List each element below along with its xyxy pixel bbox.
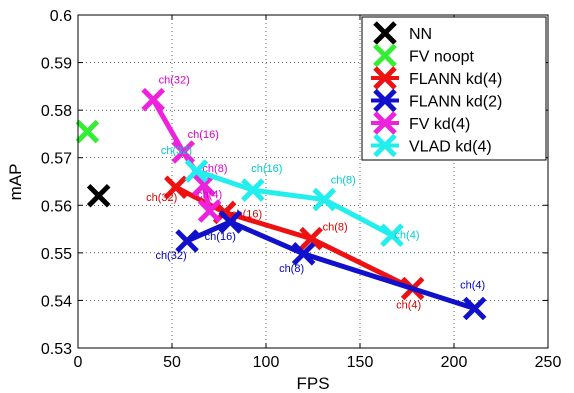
x-tick-label: 150 <box>347 354 374 371</box>
y-tick-label: 0.56 <box>41 198 72 215</box>
data-point-label: ch(8) <box>331 175 356 187</box>
legend-label: FLANN kd(4) <box>409 71 502 88</box>
legend-label: VLAD kd(4) <box>409 139 492 156</box>
y-tick-label: 0.55 <box>41 246 72 263</box>
y-tick-label: 0.58 <box>41 103 72 120</box>
data-point-label: ch(8) <box>279 263 304 275</box>
data-point-marker <box>218 210 243 234</box>
legend-label: FV kd(4) <box>409 116 470 133</box>
series-fv-noopt <box>75 119 100 144</box>
series-nn <box>86 184 111 208</box>
data-point-label: ch(32) <box>159 75 190 87</box>
y-axis-title: mAP <box>6 164 25 201</box>
y-tick-label: 0.54 <box>41 293 72 310</box>
data-point-marker <box>241 178 265 202</box>
series-line <box>186 219 476 311</box>
legend-marker <box>373 43 397 68</box>
data-point-marker <box>171 140 196 164</box>
data-point-marker <box>197 199 222 223</box>
data-point-label: ch(8) <box>202 163 227 175</box>
data-point-label: ch(4) <box>394 229 419 241</box>
data-point-label: ch(16) <box>205 231 236 243</box>
data-point-marker <box>184 159 209 183</box>
data-point-label: ch(4) <box>460 280 485 292</box>
series-line <box>195 168 394 238</box>
tick-labels: 0 50 100 150 200 250 0.53 0.54 0.55 0.56 0.57 0.58 0… <box>41 8 562 371</box>
legend: NN FV noopt FLANN kd(4) FLANN kd(2) FV kd(4)… <box>361 16 547 161</box>
plot-series: ch(32)ch(16)ch(8)ch(4)ch(32)ch(16)ch(8)c… <box>75 75 487 321</box>
data-point-label: ch(16) <box>251 163 282 175</box>
y-tick-label: 0.6 <box>50 8 72 25</box>
y-tick-label: 0.57 <box>41 151 72 168</box>
data-point-marker <box>299 226 323 251</box>
data-point-marker <box>141 87 165 112</box>
series-flann-kd-2-: ch(32) ch(16) ch(8) ch(4) <box>155 210 487 321</box>
x-tick-label: 250 <box>535 354 562 371</box>
x-axis-title: FPS <box>296 374 329 393</box>
plot-area-border <box>77 14 549 349</box>
x-tick-label: 100 <box>253 354 280 371</box>
legend-label: NN <box>409 26 432 43</box>
data-point-label: ch(32) <box>155 250 186 262</box>
axes-frame <box>77 14 549 349</box>
series-fv-kd-4-: ch(32) ch(16) ch(8) ch(4) <box>141 75 227 223</box>
data-point-label: ch(8) <box>323 222 348 234</box>
y-tick-label: 0.53 <box>41 341 72 358</box>
series-vlad-kd-4-: ch(32) ch(16) ch(8) ch(4) <box>161 145 419 248</box>
data-point-marker <box>380 223 404 248</box>
legend-label: FV noopt <box>409 49 474 66</box>
data-point-marker <box>75 119 100 144</box>
data-point-label: ch(16) <box>188 129 219 141</box>
data-point-marker <box>312 187 337 212</box>
data-point-label: ch(32) <box>146 192 177 204</box>
data-point-marker <box>163 175 188 199</box>
data-point-marker <box>462 296 487 321</box>
y-tick-label: 0.59 <box>41 56 72 73</box>
legend-marker <box>373 21 397 45</box>
data-point-marker <box>291 242 316 266</box>
data-point-label: ch(4) <box>197 189 222 201</box>
x-tick-label: 0 <box>74 354 83 371</box>
x-tick-label: 200 <box>441 354 468 371</box>
data-point-marker <box>175 229 199 253</box>
data-point-label: ch(32) <box>161 145 192 157</box>
data-point-label: ch(4) <box>396 300 421 312</box>
legend-label: FLANN kd(2) <box>409 94 502 111</box>
data-point-marker <box>86 184 111 208</box>
x-tick-label: 50 <box>163 354 181 371</box>
series-line <box>174 184 414 291</box>
